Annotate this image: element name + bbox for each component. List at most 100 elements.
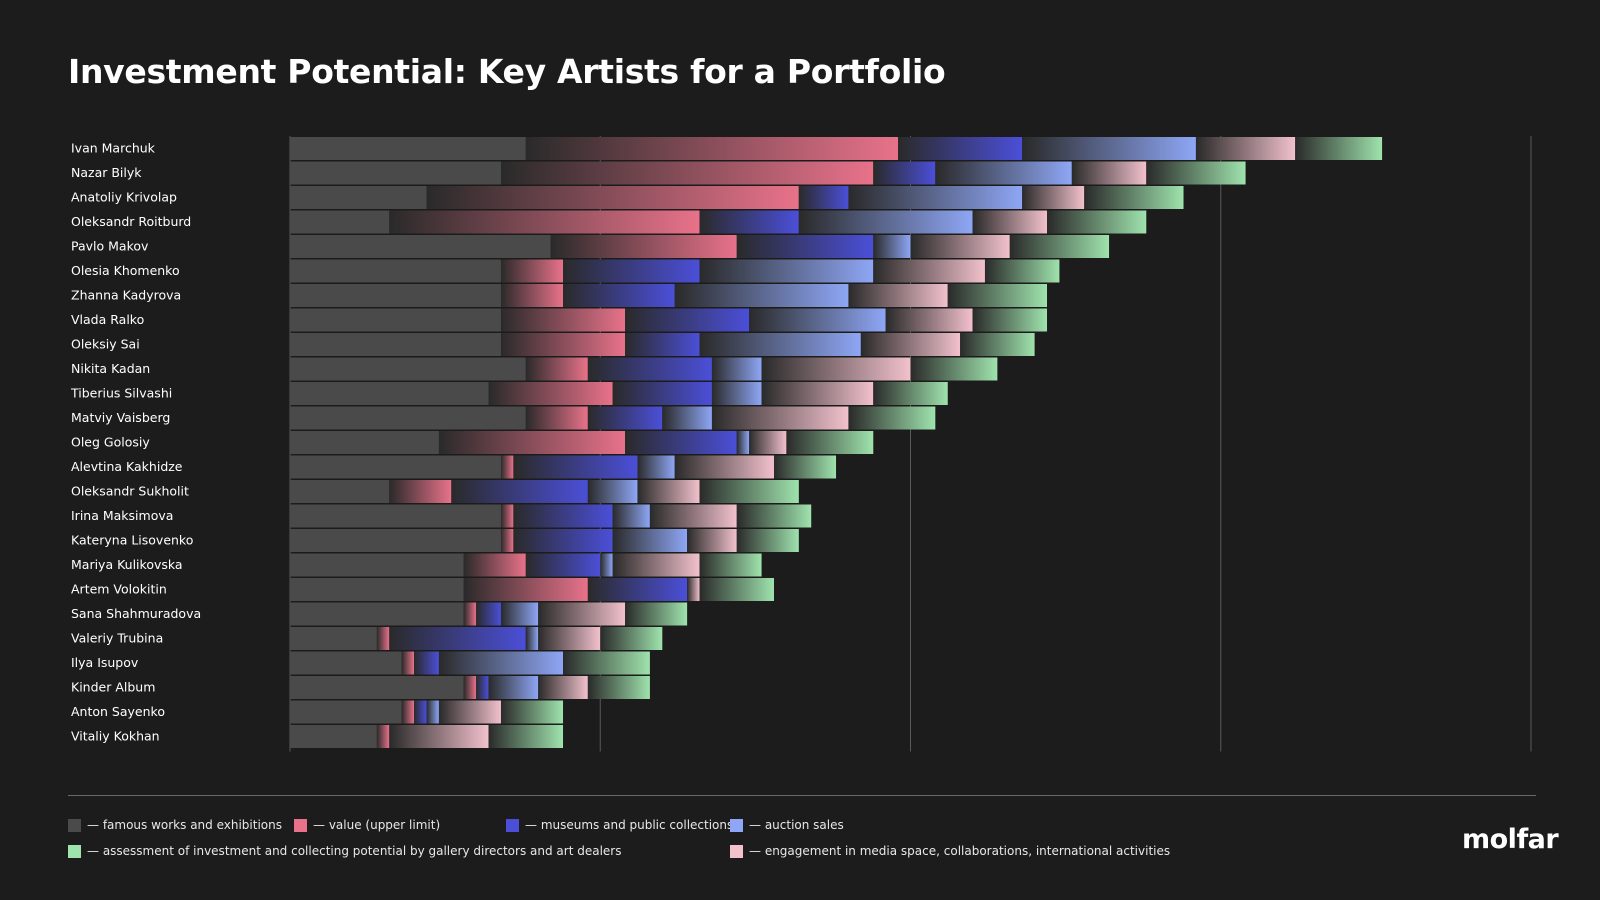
bar-segment (860, 333, 961, 356)
bar-segment (538, 676, 588, 699)
bar-segment (637, 480, 700, 503)
bar-segment (699, 480, 799, 503)
bar-segment (873, 382, 948, 405)
bar-segment (749, 308, 886, 332)
bar-segment (376, 725, 390, 748)
category-labels: Ivan Marchuk Nazar Bilyk Anatoliy Krivolap… (70, 141, 201, 744)
bar-segment (500, 455, 514, 479)
bar-segment (290, 284, 501, 307)
category-label: Irina Maksimova (71, 508, 173, 523)
legend-label: — assessment of investment and collectin… (87, 844, 622, 858)
bar-segment (463, 676, 477, 699)
bar-segment (290, 578, 464, 601)
legend-item: — auction sales (730, 818, 844, 832)
category-label: Valeriy Trubina (71, 631, 163, 646)
bar-segment (290, 553, 464, 577)
bar-segment (600, 553, 613, 577)
bar-segment (500, 161, 874, 185)
category-label: Pavlo Makov (71, 239, 149, 254)
bar-segment (488, 725, 564, 748)
legend-label: — value (upper limit) (313, 818, 441, 832)
bar-segment (401, 700, 415, 724)
bar-segment (873, 235, 911, 258)
bar-segment (376, 627, 390, 650)
bar-segment (699, 259, 874, 283)
bar-segment (1022, 186, 1085, 209)
bar-segment (426, 700, 439, 724)
category-label: Oleksandr Sukholit (71, 484, 189, 499)
category-label: Matviy Vaisberg (71, 410, 170, 425)
category-label: Vitaliy Kokhan (71, 729, 160, 744)
bar-segment (736, 235, 874, 258)
bar-segment (587, 676, 650, 699)
bar-segment (699, 578, 774, 601)
legend-label: — auction sales (749, 818, 844, 832)
legend-label: — famous works and exhibitions (87, 818, 282, 832)
bar-segment (798, 210, 973, 234)
category-label: Zhanna Kadyrova (71, 288, 181, 303)
bar-segment (525, 137, 899, 160)
bar-segment (500, 529, 514, 552)
bar-segment (476, 676, 489, 699)
bar-segment (451, 480, 588, 503)
bar-segment (711, 382, 762, 405)
bar-segment (550, 235, 737, 258)
bar-segment (612, 382, 712, 405)
bar-segment (500, 333, 626, 356)
bar-segment (500, 602, 539, 626)
bar-segment (687, 578, 700, 601)
bar-segment (438, 651, 564, 675)
bar-segment (984, 259, 1060, 283)
category-label: Kateryna Lisovenko (71, 533, 193, 548)
bar-segment (711, 406, 849, 430)
bar-segment (389, 210, 700, 234)
category-label: Kinder Album (71, 680, 155, 695)
category-label: Oleksandr Roitburd (71, 214, 191, 229)
bar-segment (625, 308, 750, 332)
bar-segment (513, 455, 638, 479)
bar-segment (290, 161, 501, 185)
bar-segment (513, 504, 613, 528)
bar-segment (488, 382, 613, 405)
legend-swatch (506, 818, 519, 832)
category-label: Ilya Isupov (71, 655, 139, 670)
category-label: Tiberius Silvashi (70, 386, 172, 401)
bar-segment (290, 431, 439, 454)
bar-segment (786, 431, 874, 454)
category-label: Olesia Khomenko (71, 263, 180, 278)
category-label: Mariya Kulikovska (71, 557, 183, 572)
bar-segment (910, 235, 1010, 258)
bar-segment (1022, 137, 1196, 160)
bars (290, 137, 1383, 748)
stacked-bar-chart: Ivan Marchuk Nazar Bilyk Anatoliy Krivolap… (70, 136, 1532, 752)
legend-item: — assessment of investment and collectin… (68, 844, 621, 858)
bar-segment (873, 259, 985, 283)
bar-segment (290, 235, 551, 258)
bar-segment (290, 333, 501, 356)
bar-segment (587, 406, 663, 430)
bar-segment (290, 700, 402, 724)
bar-segment (488, 676, 539, 699)
bar-segment (935, 161, 1072, 185)
bar-segment (500, 259, 564, 283)
bar-segment (463, 602, 477, 626)
bar-segment (463, 553, 526, 577)
bar-segment (525, 406, 588, 430)
bar-segment (687, 529, 737, 552)
bar-segment (290, 137, 526, 160)
bar-segment (625, 431, 737, 454)
bar-segment (290, 602, 464, 626)
bar-segment (674, 284, 849, 307)
bar-segment (513, 529, 613, 552)
bar-segment (500, 284, 564, 307)
bar-segment (476, 602, 501, 626)
bar-segment (525, 553, 601, 577)
bar-segment (612, 553, 700, 577)
bar-segment (736, 431, 750, 454)
bar-segment (290, 529, 501, 552)
legend-swatch (294, 818, 307, 832)
bar-segment (773, 455, 837, 479)
bar-segment (563, 284, 675, 307)
legend-item: — value (upper limit) (294, 818, 440, 832)
bar-segment (910, 357, 998, 381)
